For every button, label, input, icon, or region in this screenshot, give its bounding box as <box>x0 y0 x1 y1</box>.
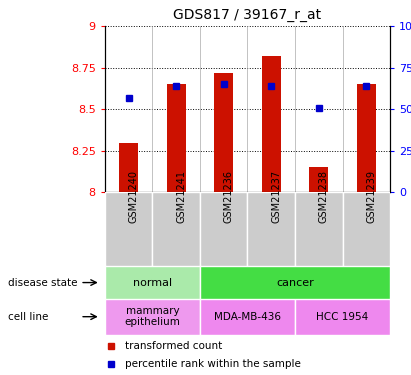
FancyBboxPatch shape <box>105 299 200 334</box>
FancyBboxPatch shape <box>200 192 247 266</box>
Bar <box>119 142 138 192</box>
Text: cell line: cell line <box>8 312 48 322</box>
FancyBboxPatch shape <box>200 299 295 334</box>
Bar <box>262 56 281 192</box>
Text: percentile rank within the sample: percentile rank within the sample <box>125 358 300 369</box>
Text: GSM21238: GSM21238 <box>319 170 329 223</box>
FancyBboxPatch shape <box>342 192 390 266</box>
Text: MDA-MB-436: MDA-MB-436 <box>214 312 281 322</box>
Text: transformed count: transformed count <box>125 341 222 351</box>
FancyBboxPatch shape <box>295 299 390 334</box>
FancyBboxPatch shape <box>152 192 200 266</box>
FancyBboxPatch shape <box>105 266 200 299</box>
Bar <box>214 73 233 192</box>
Bar <box>166 84 186 192</box>
Text: GSM21240: GSM21240 <box>129 170 139 223</box>
FancyBboxPatch shape <box>200 266 390 299</box>
Text: GSM21237: GSM21237 <box>271 170 281 223</box>
Text: HCC 1954: HCC 1954 <box>316 312 369 322</box>
Text: cancer: cancer <box>276 278 314 288</box>
Text: mammary
epithelium: mammary epithelium <box>125 306 180 327</box>
Text: GSM21236: GSM21236 <box>224 170 233 223</box>
Bar <box>309 168 328 192</box>
Title: GDS817 / 39167_r_at: GDS817 / 39167_r_at <box>173 9 321 22</box>
FancyBboxPatch shape <box>247 192 295 266</box>
FancyBboxPatch shape <box>295 192 342 266</box>
Text: GSM21241: GSM21241 <box>176 170 186 223</box>
Text: GSM21239: GSM21239 <box>366 170 376 223</box>
Text: disease state: disease state <box>8 278 78 288</box>
FancyBboxPatch shape <box>105 192 152 266</box>
Bar <box>357 84 376 192</box>
Text: normal: normal <box>133 278 172 288</box>
